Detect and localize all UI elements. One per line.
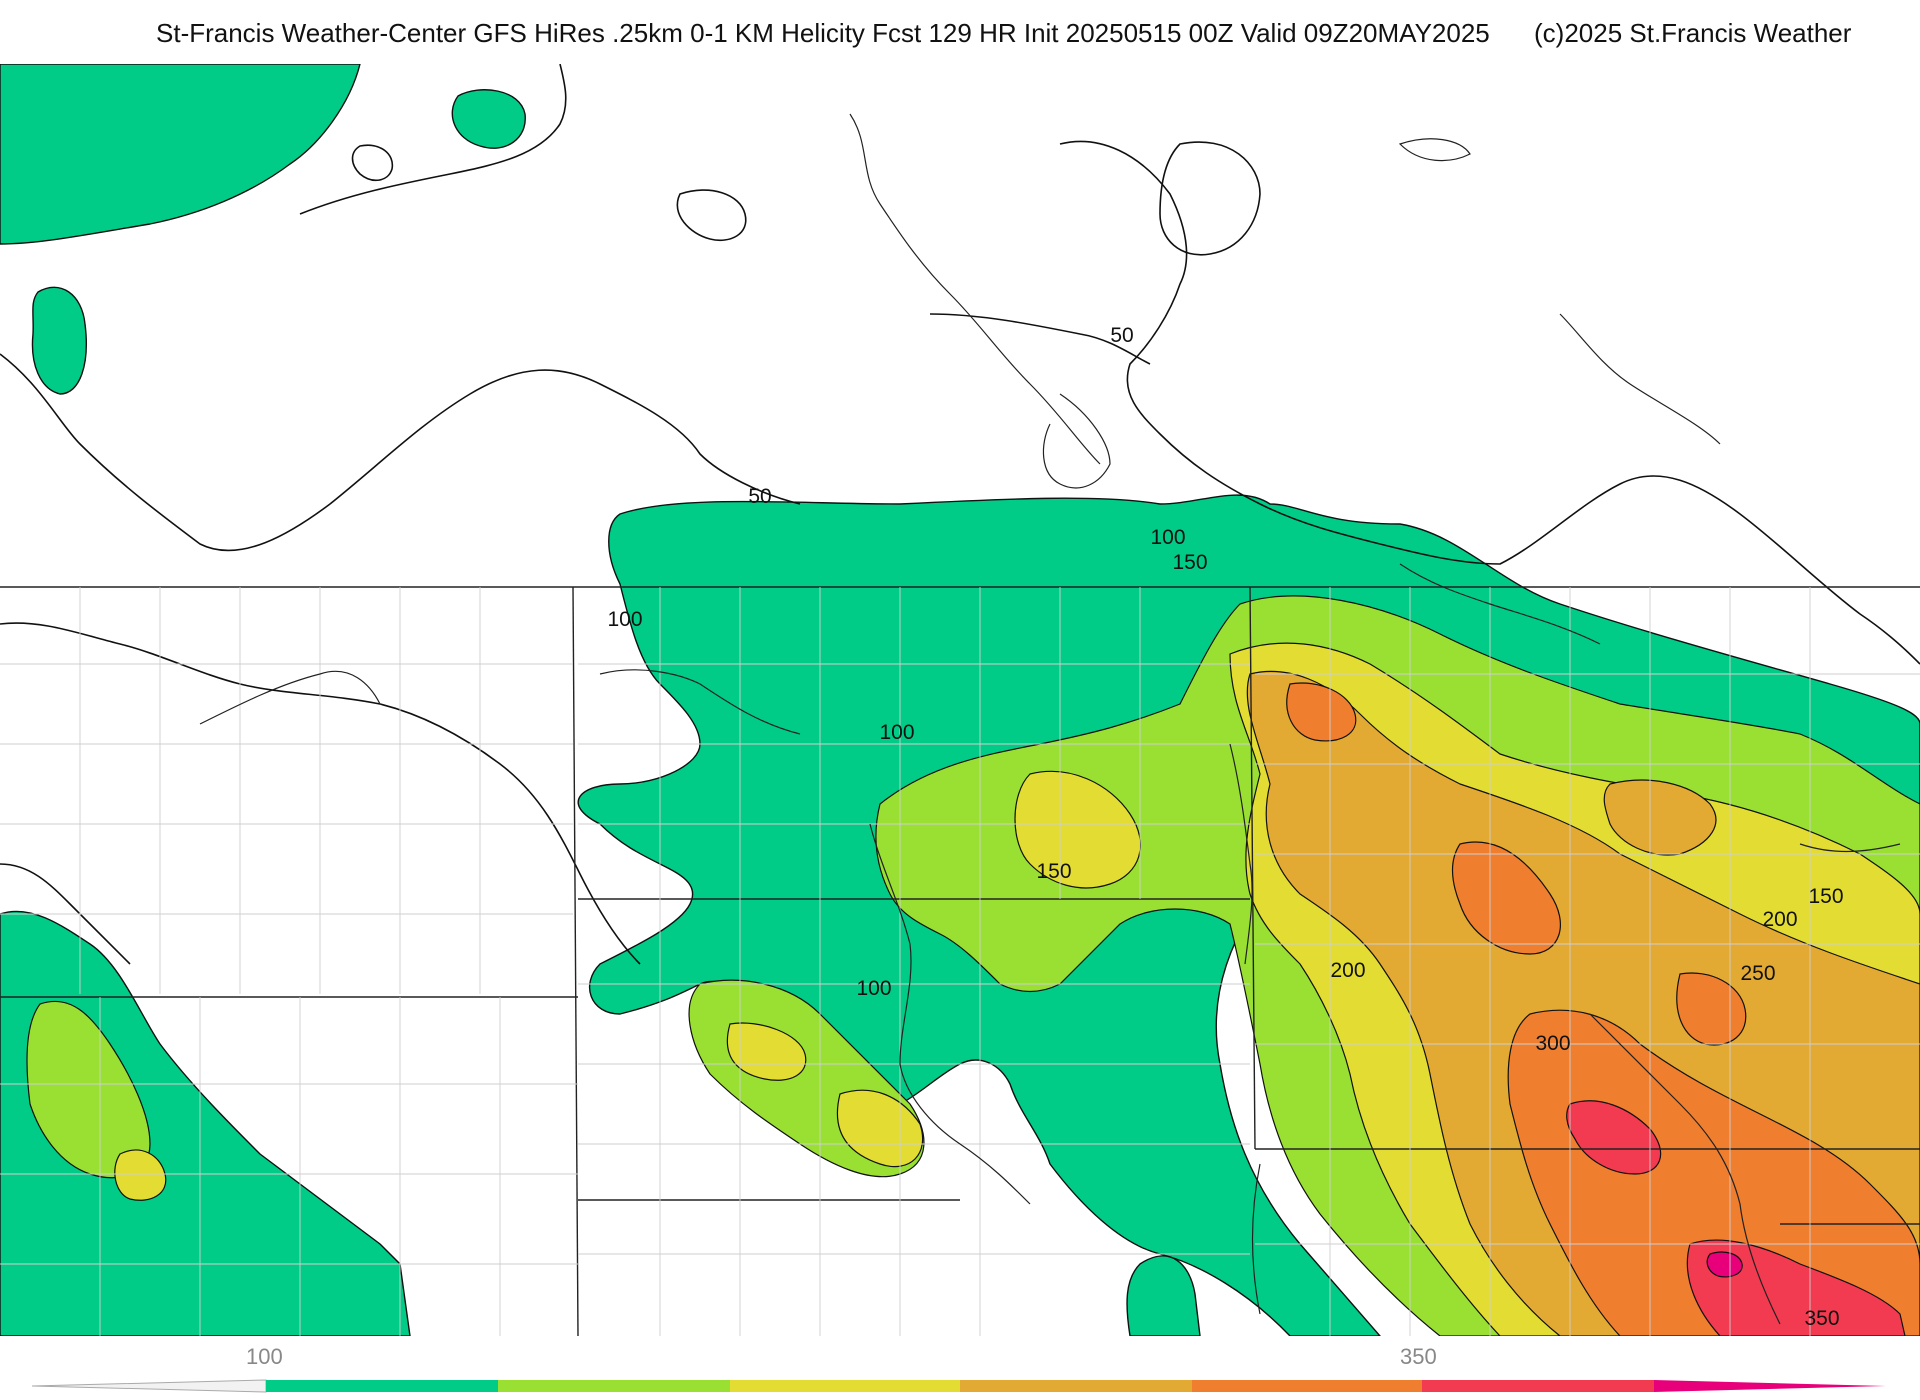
rivers (199, 113, 1901, 1325)
contour-label: 100 (1150, 526, 1185, 549)
contour-label: 50 (748, 485, 771, 508)
legend-high-arrow (1654, 1380, 1886, 1392)
contour-label: 150 (1036, 860, 1071, 883)
contour-label: 150 (1172, 551, 1207, 574)
legend-swatch-6 (1422, 1380, 1654, 1392)
legend-low-arrow (31, 1379, 267, 1393)
legend-swatch-4 (960, 1380, 1192, 1392)
contour-labels: 50 50 100 150 100 100 100 150 200 150 20… (607, 324, 1843, 1330)
county-lines (0, 587, 1920, 1336)
helicity-fill-300 (1286, 682, 1920, 1336)
color-legend: 100 350 (0, 1336, 1920, 1400)
legend-swatch-1 (266, 1380, 498, 1392)
helicity-map: 50 50 100 150 100 100 100 150 200 150 20… (0, 64, 1920, 1336)
contour-label: 50 (1110, 324, 1133, 347)
contour-label: 200 (1330, 959, 1365, 982)
map-title-bar: St-Francis Weather-Center GFS HiRes .25k… (0, 14, 1920, 54)
contour-label: 100 (879, 721, 914, 744)
contour-label: 100 (607, 608, 642, 631)
legend-tick-label: 100 (246, 1344, 283, 1369)
state-boundaries (0, 586, 1920, 1336)
contour-label: 300 (1535, 1032, 1570, 1055)
contour-label: 350 (1804, 1307, 1839, 1330)
helicity-fill-350 (1566, 1100, 1906, 1336)
contour-label: 250 (1740, 962, 1775, 985)
legend-swatch-5 (1192, 1380, 1422, 1392)
legend-tick-label: 350 (1400, 1344, 1437, 1369)
copyright-text: (c)2025 St.Francis Weather (1534, 18, 1852, 48)
map-title: St-Francis Weather-Center GFS HiRes .25k… (156, 18, 1490, 48)
legend-colorbar (31, 1379, 1886, 1393)
legend-swatch-3 (730, 1380, 960, 1392)
contour-label: 100 (856, 977, 891, 1000)
contour-label: 200 (1762, 908, 1797, 931)
legend-swatch-2 (498, 1380, 730, 1392)
contour-label: 150 (1808, 885, 1843, 908)
